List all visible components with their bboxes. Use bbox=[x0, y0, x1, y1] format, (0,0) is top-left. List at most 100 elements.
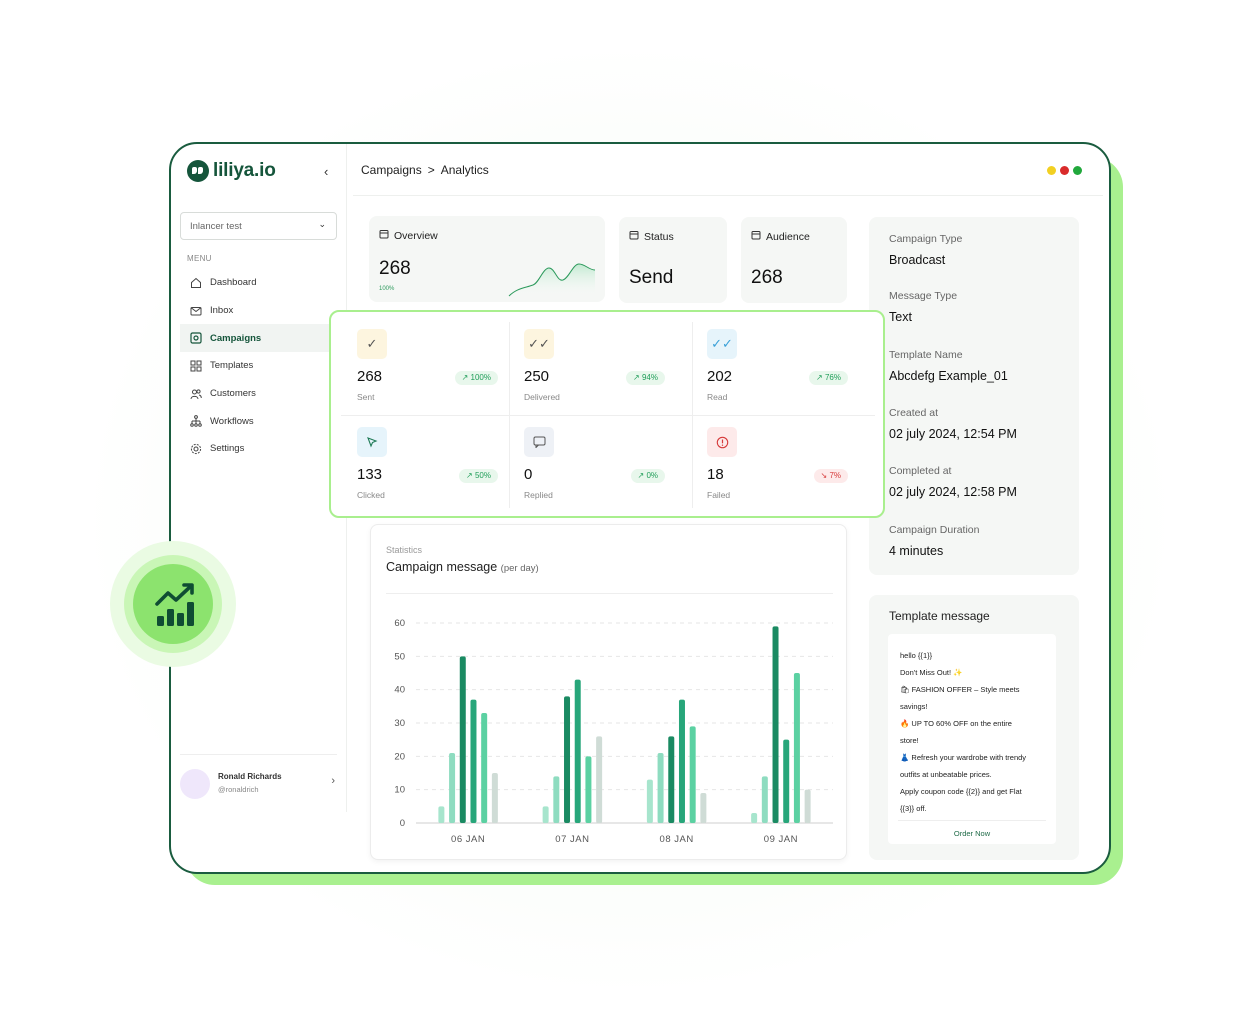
metric-badge: ↘ 7% bbox=[813, 469, 848, 483]
workspace-select[interactable]: Inlancer test ⌄ bbox=[180, 212, 337, 240]
y-tick-label: 40 bbox=[394, 685, 405, 696]
sidebar-item-templates[interactable]: Templates bbox=[180, 352, 346, 380]
metric-label: Failed bbox=[707, 490, 731, 500]
status-title-row: Status bbox=[629, 230, 674, 243]
y-tick-label: 10 bbox=[394, 785, 405, 796]
metric-label: Replied bbox=[524, 490, 553, 500]
template-line: {{3}} off. bbox=[900, 804, 927, 813]
metric-value: 0 bbox=[524, 466, 533, 483]
alert-icon bbox=[707, 427, 737, 457]
chart-bar bbox=[793, 673, 800, 823]
template-line: outfits at unbeatable prices. bbox=[900, 770, 992, 779]
chart-bar bbox=[481, 713, 488, 823]
home-icon bbox=[189, 276, 202, 289]
template-line: hello {{1}} bbox=[900, 651, 933, 660]
floating-analytics-badge bbox=[110, 541, 236, 667]
metric-badge: ↗ 94% bbox=[626, 371, 665, 385]
info-template-name: Template Name Abcdefg Example_01 bbox=[889, 349, 1008, 383]
sidebar: liliya.io ‹ Inlancer test ⌄ MENU Dashboa… bbox=[171, 144, 347, 812]
sidebar-item-label: Templates bbox=[210, 360, 254, 372]
metric-badge: ↗ 100% bbox=[454, 371, 498, 385]
chevron-left-icon[interactable]: ‹ bbox=[324, 164, 329, 179]
workflow-icon bbox=[189, 415, 202, 428]
y-tick-label: 50 bbox=[394, 651, 405, 662]
template-preview: hello {{1}} Don't Miss Out! ✨ 🛍 FASHION … bbox=[888, 634, 1056, 844]
campaign-icon bbox=[189, 332, 202, 345]
info-value: Abcdefg Example_01 bbox=[889, 369, 1008, 383]
menu-caption: MENU bbox=[187, 254, 212, 263]
check-icon: ✓ bbox=[357, 329, 387, 359]
cursor-icon bbox=[357, 427, 387, 457]
quote-logo-icon bbox=[187, 160, 209, 182]
metric-value: 18 bbox=[707, 466, 724, 483]
metric-sent: ✓ 268 Sent ↗ 100% bbox=[331, 312, 514, 412]
audience-value: 268 bbox=[751, 267, 783, 288]
avatar bbox=[180, 769, 210, 799]
x-tick-label: 08 JAN bbox=[660, 834, 694, 845]
y-tick-label: 30 bbox=[394, 718, 405, 729]
x-tick-label: 09 JAN bbox=[764, 834, 798, 845]
metric-replied: 0 Replied ↗ 0% bbox=[498, 410, 681, 510]
chart-bar bbox=[574, 679, 581, 823]
metric-badge: ↗ 50% bbox=[459, 469, 498, 483]
chevron-right-icon[interactable]: › bbox=[331, 775, 335, 787]
template-line: 🛍 FASHION OFFER – Style meets bbox=[900, 685, 1020, 694]
users-icon bbox=[189, 387, 202, 400]
order-now-button[interactable]: Order Now bbox=[898, 820, 1046, 838]
brand-logo[interactable]: liliya.io bbox=[187, 160, 276, 182]
chart-bar bbox=[678, 699, 685, 823]
double-check-blue-icon: ✓✓ bbox=[707, 329, 737, 359]
sidebar-item-label: Workflows bbox=[210, 415, 254, 427]
chart-bar bbox=[668, 736, 675, 823]
badge-text: 50% bbox=[474, 471, 491, 480]
badge-text: 0% bbox=[646, 471, 658, 480]
statistics-card: Statistics Campaign message (per day) 0 1… bbox=[370, 524, 847, 860]
brand-name: liliya.io bbox=[213, 160, 276, 181]
chart-bar bbox=[646, 779, 653, 823]
info-label: Campaign Duration bbox=[889, 524, 980, 536]
chart-bar bbox=[449, 753, 456, 823]
campaign-info-panel: Campaign Type Broadcast Message Type Tex… bbox=[869, 217, 1079, 575]
breadcrumb-campaigns[interactable]: Campaigns bbox=[361, 163, 422, 177]
sidebar-item-label: Dashboard bbox=[210, 277, 257, 289]
chart-bar bbox=[438, 806, 445, 823]
metric-value: 202 bbox=[707, 368, 733, 385]
sidebar-item-workflows[interactable]: Workflows bbox=[180, 407, 346, 435]
sidebar-item-inbox[interactable]: Inbox bbox=[180, 297, 346, 325]
chart-bar bbox=[700, 793, 707, 823]
chart-bar bbox=[585, 756, 592, 823]
metric-badge: ↗ 76% bbox=[809, 371, 848, 385]
sidebar-item-dashboard[interactable]: Dashboard bbox=[180, 269, 346, 297]
audience-title: Audience bbox=[766, 230, 810, 243]
info-duration: Campaign Duration 4 minutes bbox=[889, 524, 979, 558]
reply-icon bbox=[524, 427, 554, 457]
workspace-name: Inlancer test bbox=[190, 221, 242, 232]
sidebar-item-label: Campaigns bbox=[210, 332, 262, 344]
metric-value: 133 bbox=[357, 466, 383, 483]
green-dot-icon bbox=[1073, 166, 1082, 175]
chart-bar bbox=[553, 776, 560, 823]
bar-chart: 0 10 20 30 40 50 60 06 JAN 07 JAN 08 JAN 09 JAN bbox=[394, 618, 833, 845]
badge-text: 7% bbox=[829, 471, 841, 480]
mail-icon bbox=[189, 304, 202, 317]
sidebar-item-campaigns[interactable]: Campaigns bbox=[180, 324, 346, 353]
sidebar-item-label: Settings bbox=[210, 443, 245, 455]
metrics-divider bbox=[341, 415, 875, 416]
audience-title-row: Audience bbox=[751, 230, 810, 243]
user-profile[interactable]: Ronald Richards @ronaldrich › bbox=[180, 754, 337, 802]
info-label: Created at bbox=[889, 407, 939, 419]
metric-value: 250 bbox=[524, 368, 550, 385]
chart-title-text: Campaign message bbox=[386, 560, 498, 574]
info-value: 02 july 2024, 12:54 PM bbox=[889, 427, 1017, 441]
metrics-panel: ✓ 268 Sent ↗ 100% ✓✓ 250 Delivered ↗ 94%… bbox=[329, 310, 885, 518]
sidebar-item-settings[interactable]: Settings bbox=[180, 435, 346, 463]
overview-value: 268 bbox=[379, 258, 411, 279]
sidebar-item-customers[interactable]: Customers bbox=[180, 380, 346, 408]
chart-bar bbox=[689, 726, 696, 823]
info-label: Message Type bbox=[889, 290, 958, 302]
chart-bar bbox=[804, 789, 811, 823]
chart-bar bbox=[459, 656, 466, 823]
red-dot-icon bbox=[1060, 166, 1069, 175]
app-window: liliya.io ‹ Inlancer test ⌄ MENU Dashboa… bbox=[169, 142, 1111, 874]
y-tick-label: 20 bbox=[394, 751, 405, 762]
